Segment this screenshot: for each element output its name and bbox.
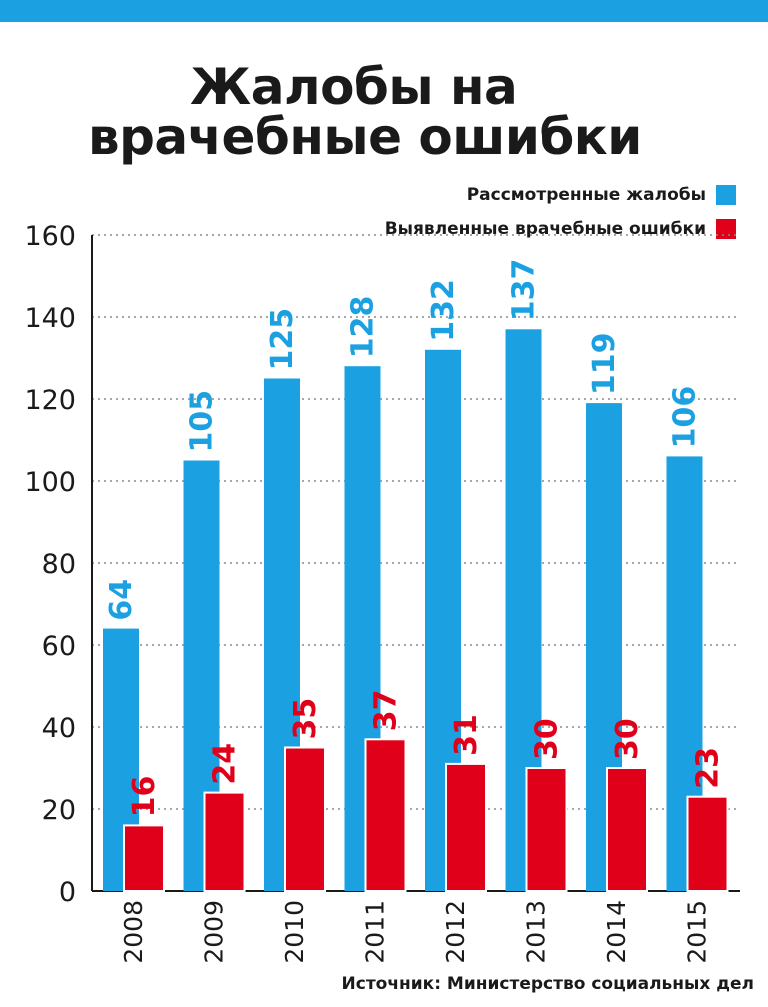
chart-title: Жалобы на врачебные ошибки — [88, 62, 728, 162]
legend-item-complaints: Рассмотренные жалобы — [385, 182, 736, 208]
x-tick-label-2011: 2011 — [361, 900, 390, 964]
bar-errors-2013 — [525, 767, 568, 892]
top-accent-band — [0, 0, 768, 22]
data-label-complaints-2011: 128 — [346, 296, 381, 359]
y-tick-label-120: 120 — [24, 385, 76, 416]
data-label-errors-2013: 30 — [530, 718, 565, 760]
bar-errors-2010 — [284, 746, 326, 892]
data-label-errors-2008: 16 — [127, 776, 162, 818]
bar-errors-2012 — [445, 762, 487, 893]
y-tick-label-80: 80 — [42, 549, 76, 580]
legend-label-errors: Выявленные врачебные ошибки — [384, 219, 706, 239]
data-label-complaints-2013: 137 — [507, 259, 542, 322]
data-label-complaints-2009: 105 — [185, 390, 220, 453]
y-tick-label-0: 0 — [59, 877, 76, 908]
x-tick-label-2008: 2008 — [119, 900, 148, 964]
bar-errors-2011 — [364, 738, 407, 892]
x-tick-label-2014: 2014 — [602, 900, 631, 964]
data-label-complaints-2012: 132 — [426, 279, 461, 342]
title-line-1: Жалобы на — [190, 58, 518, 116]
y-tick-label-140: 140 — [24, 303, 76, 334]
y-tick-label-160: 160 — [24, 221, 76, 252]
legend-label-complaints: Рассмотренные жалобы — [466, 185, 706, 205]
bar-errors-2009 — [203, 791, 246, 892]
data-label-errors-2014: 30 — [610, 718, 645, 760]
bar-errors-2008 — [123, 824, 165, 893]
data-label-complaints-2008: 64 — [104, 579, 139, 621]
data-label-complaints-2010: 125 — [265, 308, 300, 371]
data-label-complaints-2015: 106 — [668, 386, 703, 449]
legend-item-errors: Выявленные врачебные ошибки — [385, 216, 736, 242]
data-label-errors-2009: 24 — [208, 743, 243, 785]
x-tick-label-2012: 2012 — [441, 900, 470, 964]
data-label-errors-2015: 23 — [691, 747, 726, 789]
bar-errors-2014 — [606, 767, 648, 892]
data-label-errors-2011: 37 — [369, 690, 404, 732]
y-tick-label-40: 40 — [42, 713, 76, 744]
x-tick-label-2009: 2009 — [200, 900, 229, 964]
bar-errors-2015 — [686, 795, 729, 893]
data-label-complaints-2014: 119 — [587, 332, 622, 395]
x-tick-label-2013: 2013 — [522, 900, 551, 964]
legend: Рассмотренные жалобы Выявленные врачебны… — [385, 182, 736, 250]
legend-swatch-complaints — [716, 185, 736, 205]
data-label-errors-2010: 35 — [288, 698, 323, 740]
x-tick-label-2010: 2010 — [280, 900, 309, 964]
data-label-errors-2012: 31 — [449, 714, 484, 756]
x-tick-label-2015: 2015 — [683, 900, 712, 964]
legend-swatch-errors — [716, 219, 736, 239]
source-note: Источник: Министерство социальных дел — [341, 974, 754, 994]
title-line-2: врачебные ошибки — [88, 108, 642, 166]
y-tick-label-20: 20 — [42, 795, 76, 826]
y-tick-label-100: 100 — [24, 467, 76, 498]
y-tick-label-60: 60 — [42, 631, 76, 662]
